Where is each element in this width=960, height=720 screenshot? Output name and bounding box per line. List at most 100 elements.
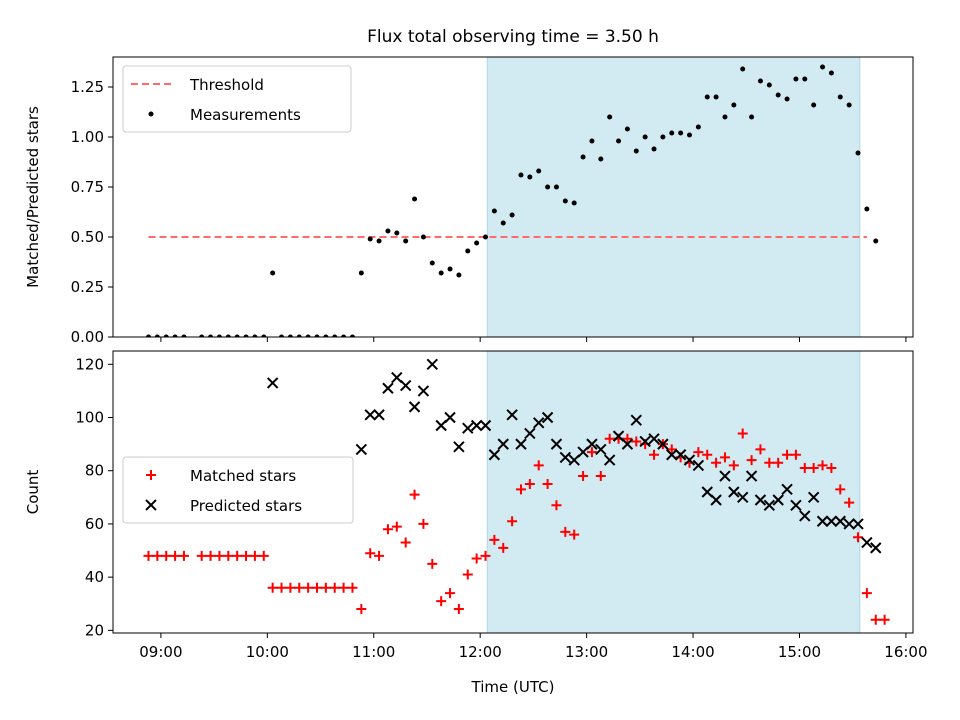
data-point [740,66,746,72]
data-point [480,550,491,561]
data-point [790,499,802,512]
data-point [560,526,571,537]
data-point [808,463,819,474]
data-point [391,521,402,532]
data-point [391,371,403,384]
data-point [172,334,178,337]
plot-frame [112,350,914,634]
data-point [408,401,421,413]
data-point [170,550,181,561]
data-point [649,449,660,460]
data-point [417,385,430,397]
observing-window [486,56,861,338]
data-point [834,515,846,527]
data-point [276,582,287,593]
data-point [737,428,748,439]
data-point [515,484,526,495]
data-point [181,334,187,337]
data-point [249,550,260,561]
data-point [216,334,222,337]
data-point [693,447,704,458]
data-point [568,454,580,466]
data-point [553,184,559,190]
data-point [483,234,489,240]
data-point [879,614,890,625]
data-point [604,433,615,444]
data-point [731,102,737,108]
data-point [524,427,536,440]
data-point [347,582,358,593]
data-point [506,409,518,421]
data-point [196,550,207,561]
data-point [429,260,435,266]
data-point [518,172,524,178]
data-point [542,479,553,490]
data-point [678,130,684,136]
data-point [536,168,542,174]
x-axis-label: Time (UTC) [471,678,555,696]
data-point [465,248,471,254]
legend-label: Measurements [190,106,301,124]
data-point [243,334,249,337]
x-tick-label: 15:00 [778,643,821,661]
data-point [287,334,293,337]
data-point [394,230,400,236]
data-point [571,200,577,206]
y-tick-label: 0.00 [71,328,104,346]
data-point [533,417,545,429]
data-point [382,524,393,535]
data-point [225,334,231,337]
y-tick-label: 20 [85,621,104,639]
data-point [616,138,622,144]
data-point [589,138,595,144]
x-tick-label: 09:00 [139,643,182,661]
data-point [279,334,285,337]
data-point [551,500,562,511]
series-matched-stars [143,428,890,625]
data-point [763,499,776,512]
data-point [323,334,329,337]
y-axis-label: Count [24,470,42,515]
data-point [669,130,675,136]
data-point [772,494,784,506]
data-point [870,542,882,554]
data-point [266,377,279,389]
x-tick-label: 13:00 [565,643,608,661]
data-point [436,596,447,607]
data-point [479,419,492,432]
data-point [773,457,784,468]
data-point [807,491,820,504]
y-tick-label: 0.50 [71,228,104,246]
data-point [223,550,234,561]
data-point [793,76,799,82]
y-tick-label: 120 [75,355,104,373]
data-point [755,444,766,455]
data-point [569,529,580,540]
data-point [870,614,881,625]
legend-label: Threshold [189,76,264,94]
data-point [657,438,669,450]
data-point [852,518,864,530]
data-point [349,334,355,337]
data-point [757,78,763,84]
data-point [471,553,482,564]
data-point [837,94,843,100]
data-point [861,588,872,599]
data-point [737,491,749,504]
data-point [382,382,394,394]
data-point [152,550,163,561]
x-tick-label: 11:00 [352,643,395,661]
y-tick-label: 100 [75,409,104,427]
data-point [846,102,852,108]
data-point [799,463,810,474]
data-point [400,537,411,548]
data-point [178,550,189,561]
data-point [586,447,597,458]
data-point [453,604,464,615]
data-point [515,438,527,450]
data-point [873,238,879,244]
data-point [864,206,870,212]
data-point [456,272,462,278]
data-point [524,479,535,490]
x-tick-label: 10:00 [246,643,289,661]
